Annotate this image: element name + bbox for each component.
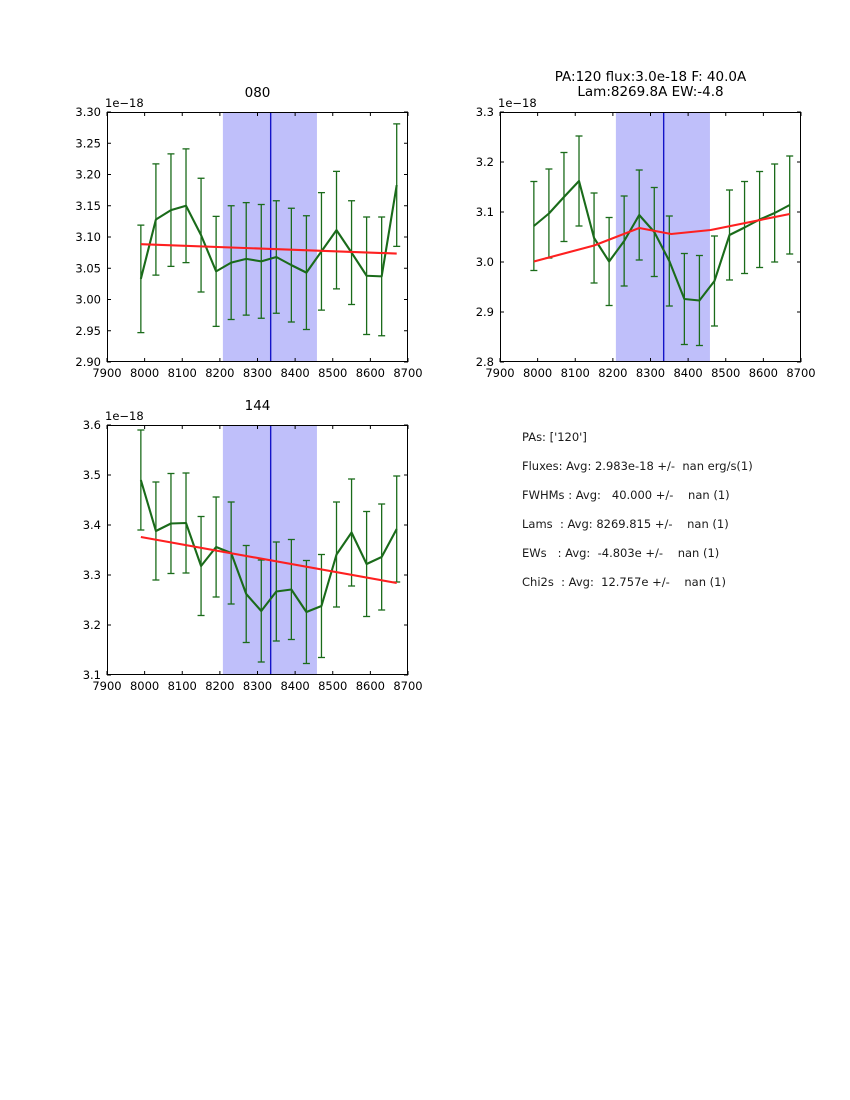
x-tick-label: 8600 [356,366,385,380]
panel-title-pa120: PA:120 flux:3.0e-18 F: 40.0A Lam:8269.8A… [554,69,747,101]
x-tick-label: 8200 [205,679,234,693]
y-tick-label: 3.0 [476,255,494,269]
x-tick-label: 8300 [636,366,665,380]
y-tick-label: 3.6 [83,418,101,432]
y-tick-label: 3.3 [83,568,101,582]
stats-line-fwhms: FWHMs : Avg: 40.000 +/- nan (1) [522,488,730,502]
y-tick-label: 3.2 [83,618,101,632]
x-tick-label: 7900 [485,366,514,380]
y-tick-label: 3.00 [75,293,101,307]
axes-144: 7900 8000 8100 8200 8300 8400 8500 8600 8700 3.1 3… [83,418,423,693]
x-tick-label: 8300 [243,366,272,380]
x-tick-label: 8500 [711,366,740,380]
y-tick-label: 3.20 [75,168,101,182]
y-tick-label: 3.05 [75,261,101,275]
stats-line-ews: EWs : Avg: -4.803e +/- nan (1) [522,546,720,560]
plot-panel-144: 144 1e−18 7900 8000 8100 8200 8300 8400 8500 86… [83,398,423,693]
y-tick-label: 2.8 [476,355,494,369]
y-tick-label: 3.10 [75,230,101,244]
emission-band [615,112,710,362]
continuum-fit-line [140,535,397,585]
x-tick-label: 8500 [318,679,347,693]
plot-panel-pa120: PA:120 flux:3.0e-18 F: 40.0A Lam:8269.8A… [476,69,816,380]
spectrum-line [139,184,398,280]
spectrum-line [533,179,791,302]
stats-text-block: PAs: ['120'] Fluxes: Avg: 2.983e-18 +/- … [522,430,822,589]
x-tick-label: 8300 [243,679,272,693]
y-offset-label-144: 1e−18 [105,409,144,423]
x-tick-label: 8100 [168,679,197,693]
x-tick-label: 8000 [130,679,159,693]
x-tick-label: 8200 [598,366,627,380]
axes-pa120: 7900 8000 8100 8200 8300 8400 8500 8600 8700 2.8 2… [476,105,816,380]
emission-band [222,425,317,675]
x-tick-label: 8400 [280,679,309,693]
panel-title-080: 080 [244,85,271,101]
x-tick-label: 8100 [561,366,590,380]
y-tick-label: 3.3 [476,105,494,119]
plot-panel-080: 080 1e−18 7900 8000 8100 8200 8300 8400 8500 86… [75,85,422,380]
axes-080: 7900 8000 8100 8200 8300 8400 8500 8600 8700 2.90… [75,105,422,380]
y-tick-label: 3.5 [83,468,101,482]
y-tick-label: 3.2 [476,155,494,169]
x-tick-label: 8500 [318,366,347,380]
y-tick-label: 3.30 [75,105,101,119]
y-tick-label: 2.9 [476,305,494,319]
continuum-fit-line [140,243,397,255]
x-tick-label: 8700 [393,679,422,693]
stats-line-fluxes: Fluxes: Avg: 2.983e-18 +/- nan erg/s(1) [522,459,753,473]
stats-line-chi2s: Chi2s : Avg: 12.757e +/- nan (1) [522,575,726,589]
x-tick-label: 8700 [786,366,815,380]
y-tick-label: 3.1 [476,205,494,219]
x-tick-label: 8600 [749,366,778,380]
x-tick-label: 8400 [280,366,309,380]
stats-line-pas: PAs: ['120'] [522,430,587,444]
y-tick-label: 3.15 [75,199,101,213]
y-tick-label: 3.4 [83,518,101,532]
y-tick-label: 3.25 [75,136,101,150]
spectrum-line [139,479,398,614]
x-tick-label: 8600 [356,679,385,693]
emission-band [222,112,317,362]
stats-line-lams: Lams : Avg: 8269.815 +/- nan (1) [522,517,729,531]
y-offset-label-pa120: 1e−18 [498,96,537,110]
x-tick-label: 8200 [205,366,234,380]
y-tick-label: 2.90 [75,355,101,369]
continuum-fit-line [533,212,790,263]
x-tick-label: 7900 [92,366,121,380]
panel-title-144: 144 [244,398,271,414]
y-tick-label: 2.95 [75,324,101,338]
x-tick-label: 8100 [168,366,197,380]
y-tick-label: 3.1 [83,668,101,682]
x-tick-label: 7900 [92,679,121,693]
x-tick-label: 8000 [130,366,159,380]
x-tick-label: 8700 [393,366,422,380]
x-tick-label: 8000 [523,366,552,380]
y-offset-label-080: 1e−18 [105,96,144,110]
x-tick-label: 8400 [673,366,702,380]
